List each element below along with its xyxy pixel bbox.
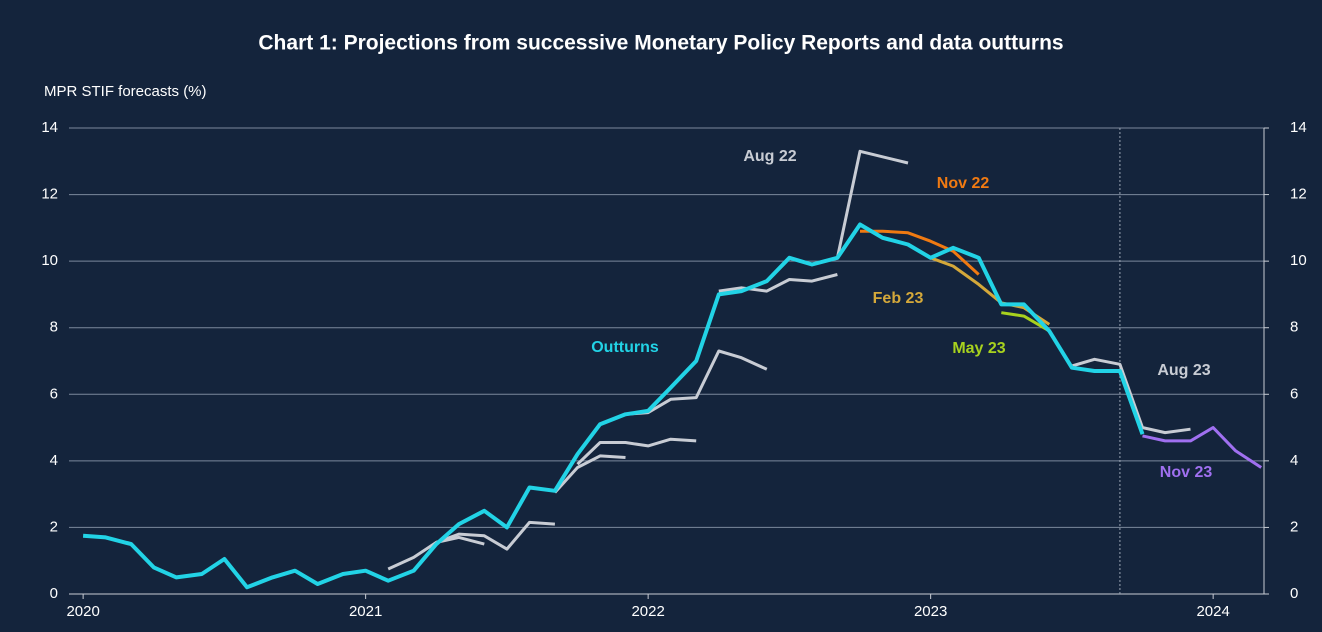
series-label: Outturns bbox=[591, 339, 659, 356]
series-line bbox=[435, 520, 556, 551]
x-tick-label: 2023 bbox=[914, 603, 947, 620]
series-line bbox=[860, 229, 980, 276]
series-line bbox=[1001, 311, 1051, 333]
x-tick-label: 2021 bbox=[349, 603, 382, 620]
x-tick-label: 2022 bbox=[631, 603, 664, 620]
y2-tick-label: 0 bbox=[1290, 585, 1298, 602]
series-label: Aug 22 bbox=[743, 148, 796, 165]
chart-title: Chart 1: Projections from successive Mon… bbox=[258, 32, 1063, 55]
series-line bbox=[553, 454, 626, 494]
y2-tick-label: 8 bbox=[1290, 319, 1298, 336]
y-tick-label: 6 bbox=[50, 385, 58, 402]
y-tick-label: 14 bbox=[41, 119, 58, 136]
y-tick-label: 0 bbox=[50, 585, 58, 602]
series-line bbox=[835, 149, 909, 259]
series-line bbox=[1071, 357, 1191, 435]
y-tick-label: 10 bbox=[41, 252, 58, 269]
series-label: Nov 23 bbox=[1160, 464, 1213, 481]
series-line bbox=[1142, 426, 1263, 469]
y2-tick-label: 2 bbox=[1290, 518, 1298, 535]
y-tick-label: 12 bbox=[41, 186, 58, 203]
y2-tick-label: 4 bbox=[1290, 452, 1298, 469]
series-label: Nov 22 bbox=[937, 175, 990, 192]
series-label: Feb 23 bbox=[873, 290, 924, 307]
series-line bbox=[576, 437, 697, 466]
x-tick-label: 2020 bbox=[66, 603, 99, 620]
y2-tick-label: 14 bbox=[1290, 119, 1307, 136]
y-axis-label: MPR STIF forecasts (%) bbox=[44, 83, 207, 100]
y2-tick-label: 6 bbox=[1290, 385, 1298, 402]
y-tick-label: 4 bbox=[50, 452, 58, 469]
series-line bbox=[82, 222, 1145, 590]
series-label: Aug 23 bbox=[1157, 362, 1210, 379]
y-tick-label: 8 bbox=[50, 319, 58, 336]
y-tick-label: 2 bbox=[50, 518, 58, 535]
y2-tick-label: 12 bbox=[1290, 186, 1307, 203]
x-tick-label: 2024 bbox=[1196, 603, 1229, 620]
series-label: May 23 bbox=[952, 340, 1005, 357]
series-line bbox=[718, 273, 838, 293]
y2-tick-label: 10 bbox=[1290, 252, 1307, 269]
